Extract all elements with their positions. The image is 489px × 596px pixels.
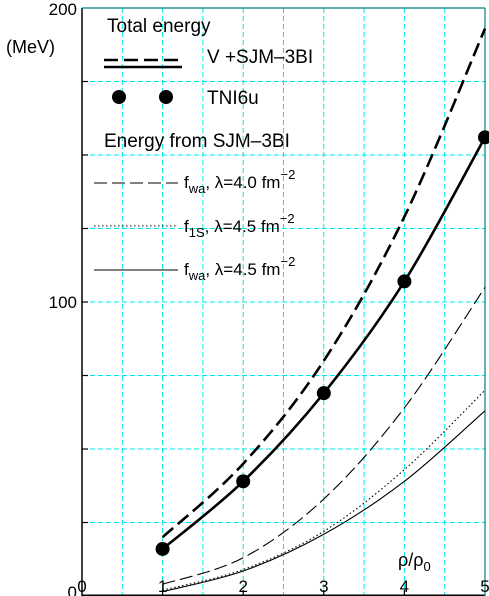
data-point-tni [316, 386, 331, 401]
x-tick-label: 0 [77, 577, 86, 596]
series-line-1 [161, 136, 487, 550]
legend-tni-marker-1 [112, 90, 126, 104]
series-line-2 [162, 286, 486, 585]
legend-tni-label: TNI6u [207, 88, 259, 109]
series-line-0 [161, 28, 487, 539]
x-axis-label-sub: 0 [423, 559, 430, 574]
series-line-3 [162, 389, 486, 591]
y-tick-label: 200 [49, 0, 77, 19]
y-tick-label: 100 [49, 293, 77, 312]
legend-f1s45-label: f1S, λ=4.5 fm−2 [184, 211, 295, 240]
legend-fwa45-label: fwa, λ=4.5 fm−2 [184, 254, 295, 283]
legend-sjm-title: Energy from SJM–3BI [104, 131, 290, 152]
x-axis-label: ρ/ρ0 [398, 550, 431, 574]
x-tick-label: 1 [158, 577, 167, 596]
data-point-tni [397, 274, 412, 289]
data-point-tni [236, 474, 251, 489]
data-point-tni [155, 541, 170, 556]
legend-total-title: Total energy [107, 16, 211, 37]
x-tick-label: 4 [400, 577, 409, 596]
y-tick-label: 0 [68, 583, 77, 596]
legend: Total energy V +SJM–3BI TNI6u Energy fro… [94, 16, 313, 283]
legend-fwa40-label: fwa, λ=4.0 fm−2 [184, 167, 295, 196]
tick-labels: 0 1 2 3 4 5 0 100 200 [49, 0, 489, 596]
x-tick-label: 3 [319, 577, 328, 596]
grid-lines [82, 8, 485, 596]
legend-total-dashed-label: V +SJM–3BI [207, 47, 313, 68]
x-axis-label-main: ρ/ρ [398, 550, 423, 570]
y-axis-label: (MeV) [6, 37, 55, 57]
data-point-tni [478, 130, 489, 145]
data-markers [155, 130, 489, 556]
x-tick-label: 2 [238, 577, 247, 596]
axes [81, 7, 486, 596]
legend-tni-marker-2 [159, 90, 173, 104]
x-tick-label: 5 [480, 577, 489, 596]
series-line-4 [162, 410, 486, 593]
